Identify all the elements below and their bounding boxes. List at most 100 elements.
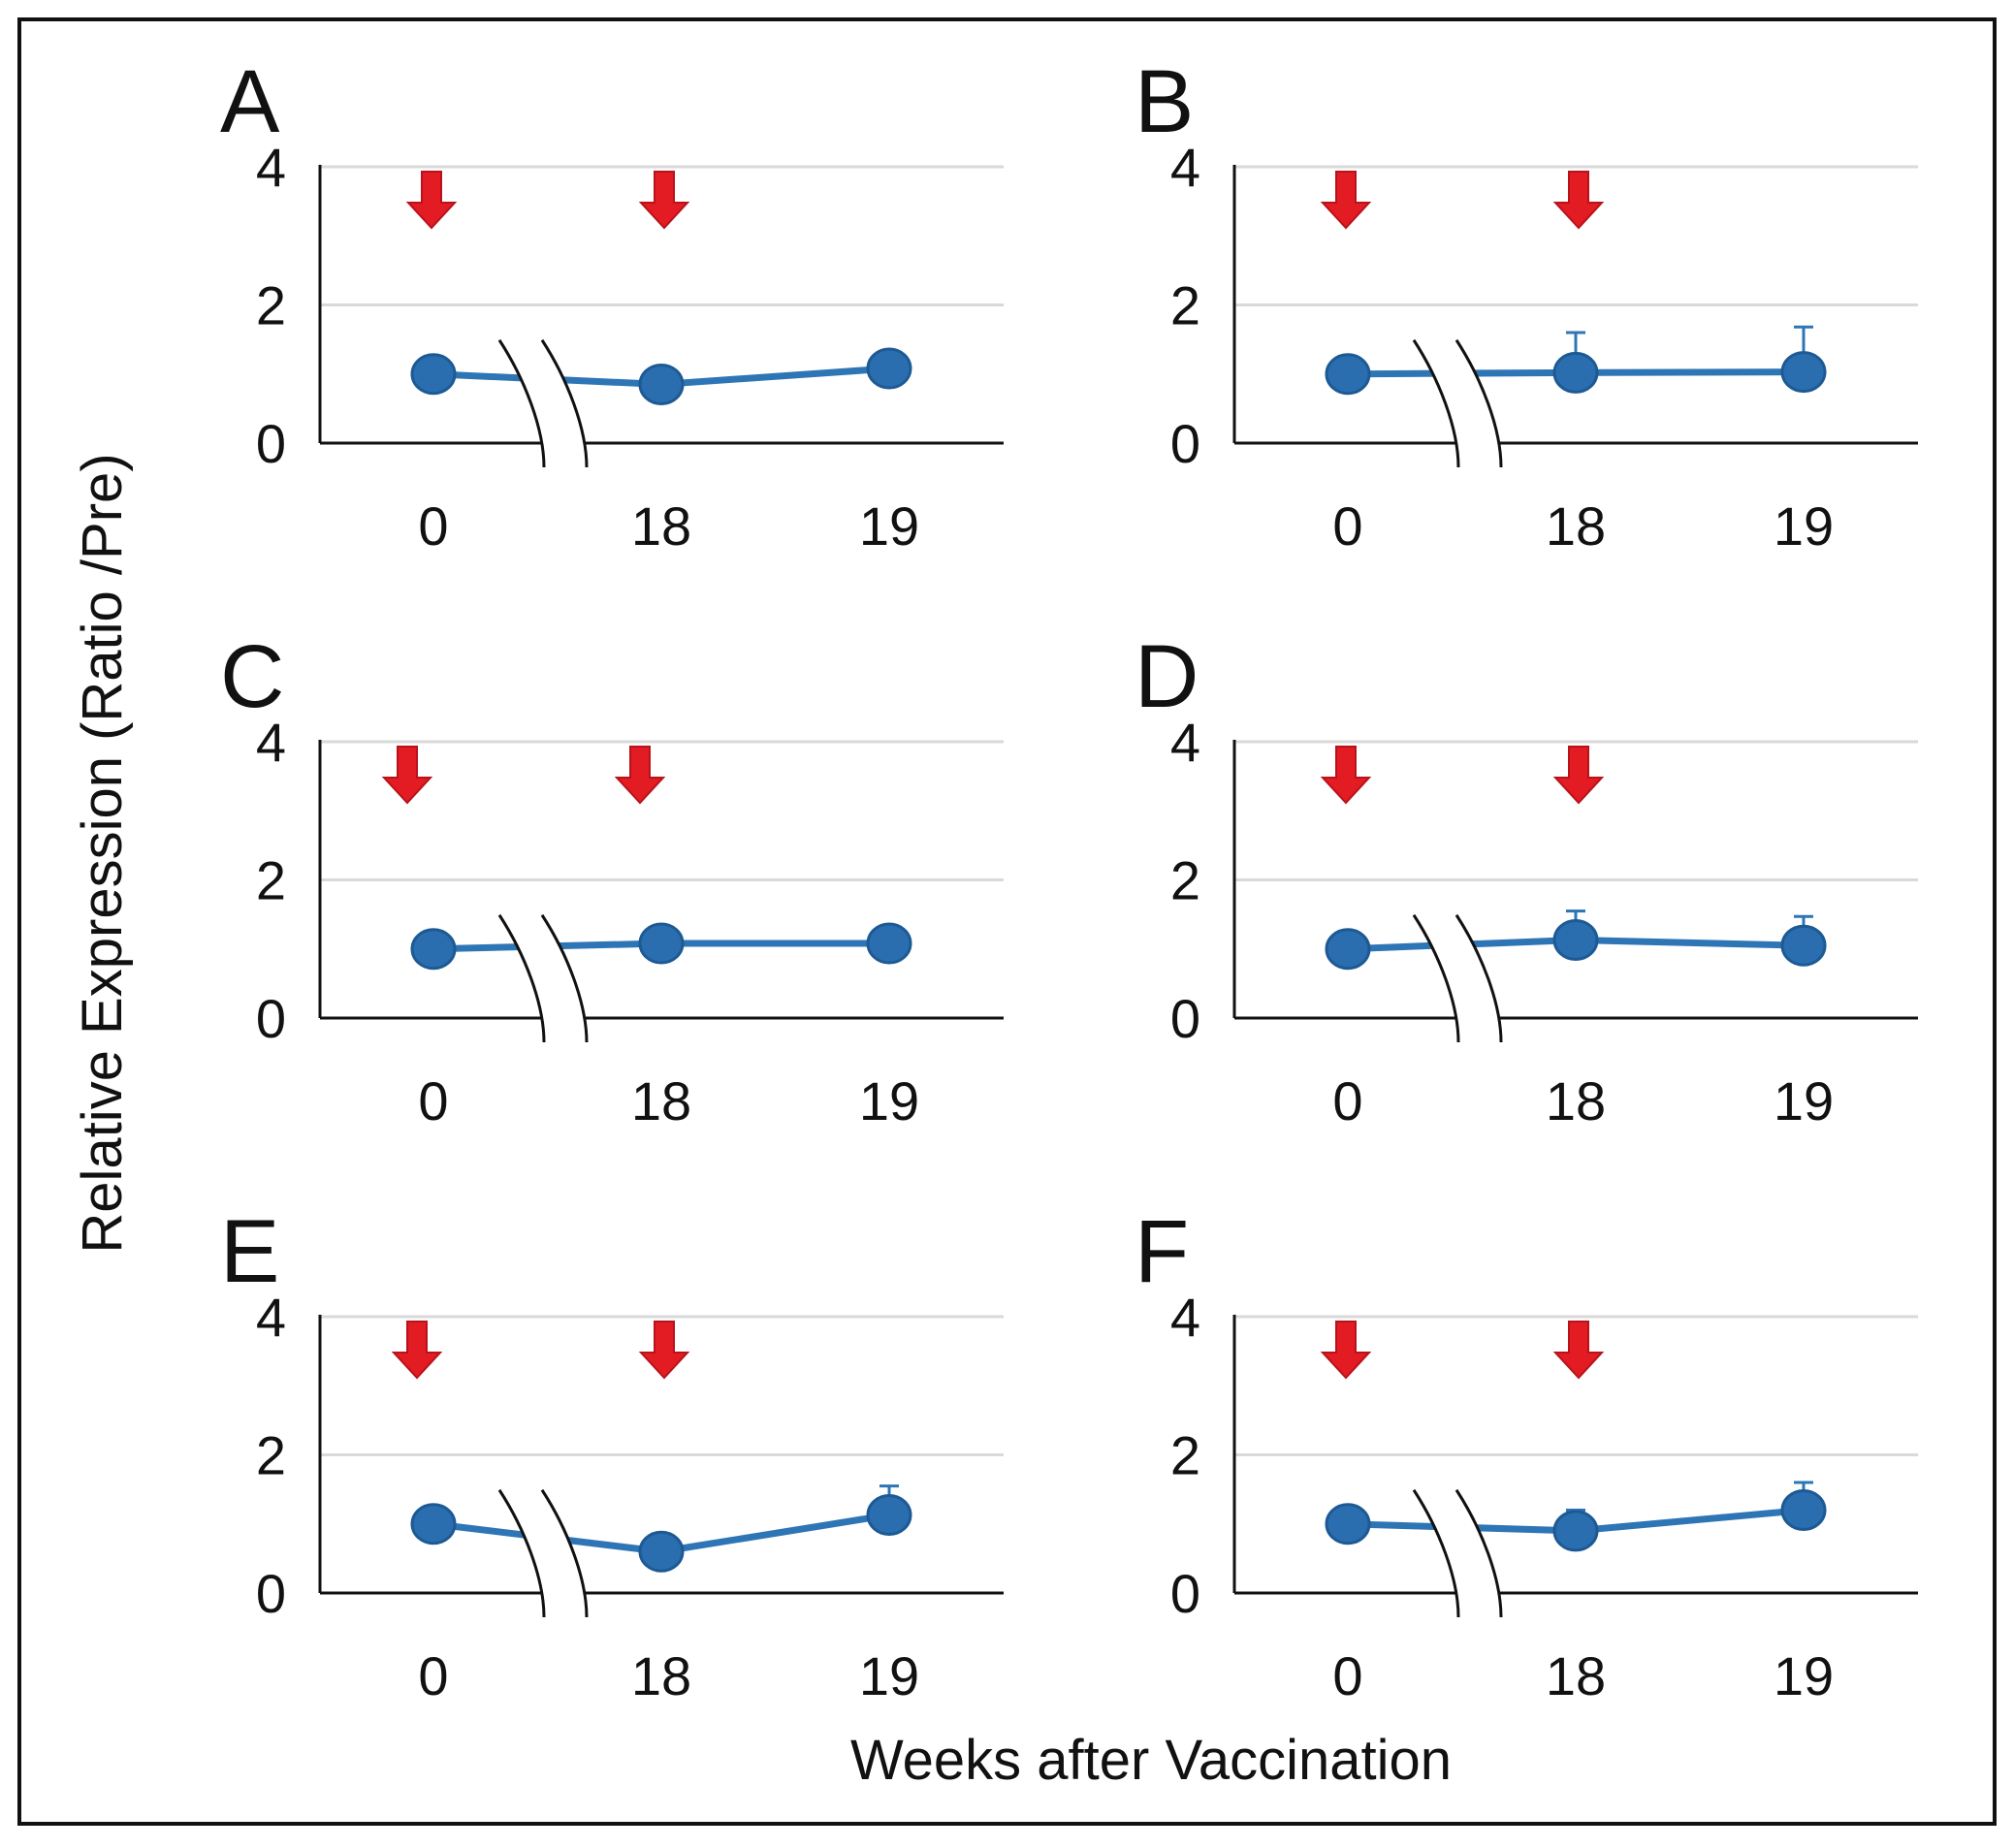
arrow-shape [638,171,690,230]
axis-break-stroke [497,338,546,468]
x-tick-label: 18 [1546,1070,1606,1131]
axis-break-stroke [540,913,589,1043]
data-point [638,922,685,965]
x-tick-label: 0 [418,1070,448,1131]
y-tick-label: 4 [256,137,286,198]
axis-break-stroke [540,1488,589,1618]
axis-break-stroke [497,1488,546,1618]
x-tick-label: 18 [631,1645,691,1706]
data-point [866,347,912,390]
data-point [866,922,912,965]
data-point [410,1503,457,1545]
data-point [1552,918,1599,961]
axis-break-stroke [497,913,546,1043]
axis-break-icon [497,913,589,1043]
x-tick-label: 18 [1546,495,1606,557]
y-tick-label: 2 [1170,850,1200,911]
arrow-shape [1320,1321,1372,1380]
vaccination-arrow-icon [391,1321,443,1380]
y-tick-label: 2 [256,850,286,911]
y-tick-label: 0 [1170,1563,1200,1624]
axis-break-fill [1414,914,1501,1042]
data-point [1552,1510,1599,1552]
axis-break-icon [1412,1488,1503,1618]
data-point [1325,1503,1371,1545]
vaccination-arrow-icon [381,746,433,805]
arrow-shape [1552,746,1605,805]
axis-break-stroke [1455,913,1503,1043]
data-point [1552,351,1599,394]
axis-break-icon [497,338,589,468]
panel-f: F 0 2 4 0 18 19 [1135,1202,1918,1706]
vaccination-arrow-icon [1320,171,1372,230]
panel-e: E 0 2 4 0 18 19 [220,1202,1004,1706]
y-tick-label: 0 [256,413,286,474]
panel-letter: A [220,52,280,151]
axis-break-stroke [1412,338,1460,468]
data-point [638,1530,685,1573]
vaccination-arrow-icon [638,1321,690,1380]
vaccination-arrow-icon [405,171,458,230]
x-tick-label: 0 [418,495,448,557]
data-point [410,353,457,396]
panel-d: D 0 2 4 0 18 19 [1135,627,1918,1131]
axis-break-fill [499,914,587,1042]
y-tick-label: 2 [1170,275,1200,336]
y-tick-label: 2 [256,275,286,336]
axis-break-stroke [540,338,589,468]
data-point [638,363,685,405]
y-tick-label: 2 [256,1425,286,1486]
x-tick-label: 19 [859,1645,919,1706]
axis-break-stroke [1412,1488,1460,1618]
y-tick-label: 2 [1170,1425,1200,1486]
x-tick-label: 19 [1774,495,1834,557]
y-tick-label: 4 [1170,712,1200,773]
y-tick-label: 4 [1170,137,1200,198]
x-tick-label: 19 [859,495,919,557]
x-tick-label: 0 [1332,1645,1362,1706]
axis-break-stroke [1455,338,1503,468]
x-tick-label: 19 [1774,1645,1834,1706]
axis-break-stroke [1412,913,1460,1043]
axis-break-icon [1412,913,1503,1043]
panel-letter: E [220,1202,279,1301]
y-tick-label: 4 [256,712,286,773]
data-point [1780,924,1827,967]
y-axis-title: Relative Expression (Ratio /Pre) [71,453,134,1253]
panel-letter: D [1135,627,1199,726]
vaccination-arrow-icon [1320,746,1372,805]
axis-break-fill [499,1489,587,1617]
x-tick-label: 0 [418,1645,448,1706]
panel-letter: C [220,627,284,726]
vaccination-arrow-icon [1552,171,1605,230]
data-point [1780,1489,1827,1531]
arrow-shape [614,746,666,805]
data-point [1780,351,1827,394]
arrow-shape [1552,171,1605,230]
vaccination-arrow-icon [638,171,690,230]
panel-letter: B [1135,52,1194,151]
arrow-shape [1552,1321,1605,1380]
axis-break-fill [1414,339,1501,467]
x-tick-label: 0 [1332,1070,1362,1131]
panel-letter: F [1135,1202,1189,1301]
vaccination-arrow-icon [1552,746,1605,805]
arrow-shape [391,1321,443,1380]
data-point [1325,928,1371,971]
x-tick-label: 0 [1332,495,1362,557]
data-point [1325,353,1371,396]
axis-break-fill [499,339,587,467]
axis-break-icon [497,1488,589,1618]
panel-a: A 0 2 4 0 18 19 [220,52,1004,557]
axis-break-stroke [1455,1488,1503,1618]
y-tick-label: 0 [1170,988,1200,1049]
arrow-shape [1320,746,1372,805]
arrow-shape [638,1321,690,1380]
x-tick-label: 18 [631,495,691,557]
x-axis-title: Weeks after Vaccination [850,1729,1452,1792]
data-point [410,928,457,971]
x-tick-label: 19 [1774,1070,1834,1131]
vaccination-arrow-icon [1552,1321,1605,1380]
x-tick-label: 18 [631,1070,691,1131]
